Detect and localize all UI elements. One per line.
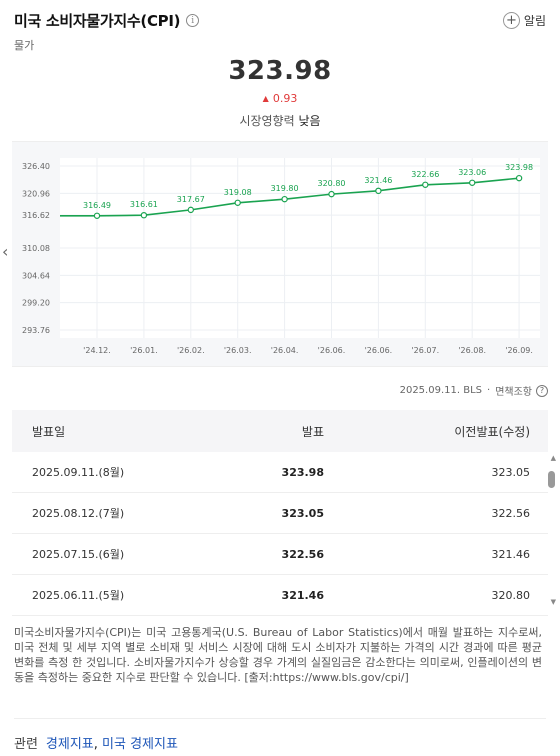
row-previous: 320.80 — [491, 588, 531, 602]
separator-dot: · — [487, 385, 491, 396]
header-date: 발표일 — [32, 424, 66, 439]
data-label: 319.80 — [271, 184, 299, 193]
x-tick-label: '26.09. — [505, 346, 533, 355]
x-tick-label: '26.04. — [271, 346, 299, 355]
y-tick-label: 299.20 — [22, 299, 50, 308]
header: 미국 소비자물가지수(CPI) i 물가 + 알림 — [14, 10, 546, 52]
x-tick-label: '26.02. — [177, 346, 205, 355]
data-point — [469, 179, 476, 186]
data-point — [93, 212, 101, 219]
indicator-description: 미국소비자물가지수(CPI)는 미국 고용통계국(U.S. Bureau of … — [14, 626, 542, 684]
related-links: 관련 경제지표, 미국 경제지표 — [14, 718, 546, 752]
row-date: 2025.06.11.(5월) — [32, 589, 125, 602]
info-icon[interactable]: i — [186, 14, 200, 27]
y-tick-label: 293.76 — [22, 326, 50, 335]
y-tick-label: 326.40 — [22, 162, 50, 171]
row-date: 2025.07.15.(6월) — [32, 548, 125, 561]
data-label: 317.67 — [177, 195, 205, 204]
related-separator: , — [93, 737, 103, 752]
y-tick-label: 320.96 — [22, 189, 50, 198]
chart-svg: 293.76 299.20 304.64 310.08 316.62 320.96 326.… — [22, 158, 540, 355]
row-previous: 323.05 — [491, 465, 531, 479]
header-previous: 이전발표(수정) — [454, 424, 530, 439]
release-table: 발표일 발표 이전발표(수정) 2025.09.11.(8월) 323.98 3… — [12, 410, 548, 616]
data-label: 321.46 — [364, 176, 392, 185]
category-label: 물가 — [14, 39, 35, 52]
row-previous: 322.56 — [491, 506, 531, 520]
table-header: 발표일 발표 이전발표(수정) — [12, 410, 548, 452]
table-row: 2025.07.15.(6월) 322.56 321.46 — [12, 534, 548, 575]
table-row: 2025.08.12.(7월) 323.05 322.56 — [12, 493, 548, 534]
x-tick-label: '24.12. — [83, 346, 111, 355]
header-actual: 발표 — [301, 424, 324, 439]
current-value-block: 323.98 ▲ 0.93 시장영향력 낮음 — [0, 56, 560, 129]
data-point — [140, 211, 148, 219]
plus-icon: + — [502, 12, 520, 29]
row-actual: 322.56 — [281, 547, 324, 561]
chevron-left-icon[interactable]: ‹ — [2, 242, 9, 261]
x-tick-label: '26.07. — [411, 346, 439, 355]
up-triangle-icon: ▲ — [262, 94, 269, 103]
related-link-economic-indicators[interactable]: 경제지표 — [45, 737, 94, 752]
impact-level: 낮음 — [298, 114, 321, 128]
table-scrollbar[interactable] — [548, 471, 555, 488]
alarm-button[interactable]: + 알림 — [502, 12, 546, 29]
data-label: 322.66 — [411, 170, 439, 179]
source-text: 2025.09.11. BLS — [399, 385, 482, 396]
table-row: 2025.09.11.(8월) 323.98 323.05 — [12, 452, 548, 493]
data-point — [281, 195, 288, 203]
market-impact: 시장영향력 낮음 — [0, 112, 560, 129]
change-value: 0.93 — [272, 92, 298, 105]
disclaimer-link[interactable]: 면책조항 — [495, 387, 532, 398]
row-date: 2025.09.11.(8월) — [32, 466, 125, 479]
scroll-up-arrow-icon[interactable]: ▲ — [550, 454, 556, 462]
current-value: 323.98 — [228, 56, 332, 86]
row-actual: 323.05 — [281, 506, 324, 520]
x-tick-label: '26.01. — [130, 346, 158, 355]
scroll-down-arrow-icon[interactable]: ▼ — [550, 598, 556, 606]
page-title: 미국 소비자물가지수(CPI) — [14, 12, 181, 30]
table-row: 2025.06.11.(5월) 321.46 320.80 — [12, 575, 548, 616]
row-actual: 321.46 — [281, 588, 324, 602]
data-point — [422, 181, 429, 188]
x-tick-label: '26.03. — [224, 346, 252, 355]
data-label: 319.08 — [224, 188, 252, 197]
source-row: 2025.09.11. BLS · 면책조항 ? — [400, 383, 548, 398]
data-label: 316.49 — [83, 201, 111, 210]
x-tick-label: '26.06. — [318, 346, 346, 355]
data-point — [328, 190, 335, 198]
data-label: 316.61 — [130, 200, 158, 209]
row-actual: 323.98 — [281, 465, 324, 479]
y-tick-label: 310.08 — [22, 244, 50, 253]
data-point — [375, 187, 382, 195]
data-point — [234, 199, 241, 206]
data-label: 320.80 — [318, 179, 346, 188]
impact-label: 시장영향력 — [239, 114, 299, 128]
data-label: 323.06 — [458, 168, 486, 177]
change-indicator: ▲ 0.93 — [0, 92, 560, 105]
alarm-label: 알림 — [523, 14, 546, 28]
cpi-chart[interactable]: 293.76 299.20 304.64 310.08 316.62 320.96 326.… — [2, 141, 548, 367]
y-tick-label: 304.64 — [22, 271, 50, 280]
data-point — [187, 206, 194, 214]
row-date: 2025.08.12.(7월) — [32, 507, 125, 520]
question-icon[interactable]: ? — [536, 384, 548, 397]
data-label: 323.98 — [505, 163, 533, 172]
x-tick-label: '26.08. — [458, 346, 486, 355]
row-previous: 321.46 — [491, 547, 531, 561]
x-tick-label: '26.06. — [365, 346, 393, 355]
title-row: 미국 소비자물가지수(CPI) i — [14, 10, 546, 31]
y-tick-label: 316.62 — [22, 211, 50, 220]
data-point — [515, 174, 523, 182]
related-link-us-economic-indicators[interactable]: 미국 경제지표 — [102, 737, 178, 752]
related-label: 관련 — [14, 737, 38, 752]
